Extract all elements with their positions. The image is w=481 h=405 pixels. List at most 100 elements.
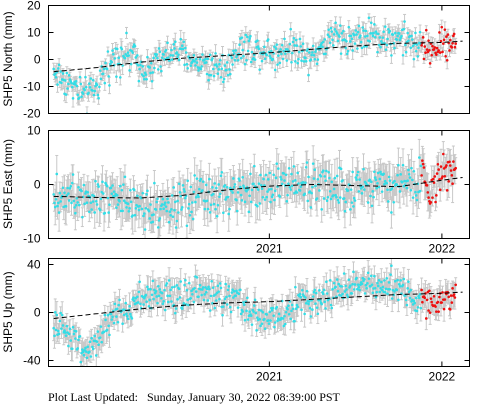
data-point (375, 187, 378, 190)
data-point (226, 186, 229, 189)
data-point (334, 177, 337, 180)
data-point (159, 65, 162, 68)
data-point (272, 193, 275, 196)
data-point (52, 68, 55, 71)
data-point (356, 47, 359, 50)
data-point (193, 60, 196, 63)
data-point (158, 50, 161, 53)
data-point (134, 214, 137, 217)
data-point (173, 47, 176, 50)
data-point (165, 210, 168, 213)
data-point (219, 59, 222, 62)
data-point (152, 213, 155, 216)
y-tick-label: 10 (27, 124, 41, 138)
data-point (406, 187, 409, 190)
data-point (201, 189, 204, 192)
data-point (377, 33, 380, 36)
data-point (306, 161, 309, 164)
data-point (259, 174, 262, 177)
data-point (65, 93, 68, 96)
data-point (180, 208, 183, 211)
data-point (74, 212, 77, 215)
data-point (145, 78, 148, 81)
data-point (177, 211, 180, 214)
data-point (181, 206, 184, 209)
recent-data-point (427, 196, 430, 199)
data-point (327, 28, 330, 31)
data-point (110, 187, 113, 190)
recent-data-point (437, 168, 440, 171)
data-point (155, 208, 158, 211)
data-point (351, 37, 354, 40)
data-point (117, 203, 120, 206)
recent-data-point (437, 49, 440, 52)
data-point (151, 80, 154, 83)
data-point (330, 198, 333, 201)
data-point (194, 64, 197, 67)
data-point (327, 196, 330, 199)
data-point (169, 210, 172, 213)
data-point (143, 212, 146, 215)
data-point (372, 32, 375, 35)
data-point (300, 59, 303, 62)
data-point (220, 171, 223, 174)
data-point (90, 201, 93, 204)
data-point (320, 208, 323, 211)
data-point (197, 69, 200, 72)
data-point (253, 165, 256, 168)
data-point (245, 59, 248, 62)
data-point (365, 30, 368, 33)
data-point (281, 183, 284, 186)
data-point (177, 53, 180, 56)
data-point (112, 53, 115, 56)
data-point (386, 188, 389, 191)
data-point (131, 214, 134, 217)
data-point (416, 199, 419, 202)
recent-data-point (433, 175, 436, 178)
data-point (389, 30, 392, 33)
data-point (248, 37, 251, 40)
data-point (88, 82, 91, 85)
data-point (200, 68, 203, 71)
data-point (332, 44, 335, 47)
data-point (344, 201, 347, 204)
data-point (246, 36, 249, 39)
data-point (211, 186, 214, 189)
data-point (347, 50, 350, 53)
data-point (188, 203, 191, 206)
data-point (244, 63, 247, 66)
data-point (306, 200, 309, 203)
data-point (78, 96, 81, 99)
data-point (374, 36, 377, 39)
data-point (190, 211, 193, 214)
data-point (249, 173, 252, 176)
data-point (280, 53, 283, 56)
recent-data-point (440, 165, 443, 168)
data-point (392, 201, 395, 204)
data-point (286, 194, 289, 197)
data-point (325, 170, 328, 173)
data-point (107, 50, 110, 53)
recent-data-point (454, 167, 457, 170)
data-point (316, 197, 319, 200)
data-point (52, 193, 55, 196)
recent-data-point (451, 182, 454, 185)
data-point (143, 78, 146, 81)
data-point (277, 167, 280, 170)
data-point (258, 202, 261, 205)
data-point (227, 196, 230, 199)
data-point (110, 192, 113, 195)
data-point (361, 192, 364, 195)
data-point (193, 174, 196, 177)
data-point (362, 168, 365, 171)
data-point (104, 62, 107, 65)
recent-data-point (454, 42, 457, 45)
data-point (62, 186, 65, 189)
data-point (83, 203, 86, 206)
data-point (290, 61, 293, 64)
data-point (317, 178, 320, 181)
data-point (294, 179, 297, 182)
data-point (389, 179, 392, 182)
recent-data-point (431, 45, 434, 48)
data-point (289, 43, 292, 46)
